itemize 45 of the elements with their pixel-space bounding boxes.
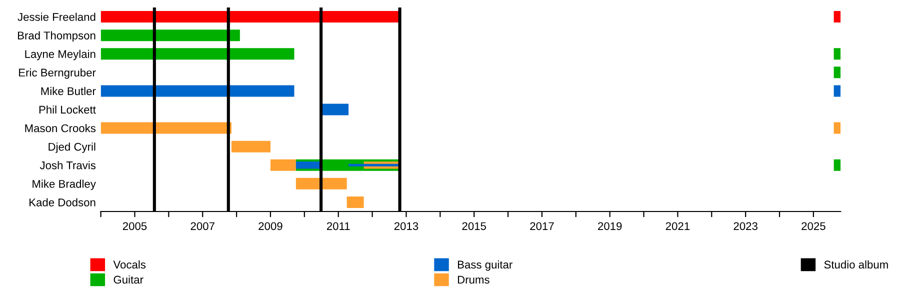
y-tick-label: Djed Cyril: [48, 142, 96, 153]
y-tick-label: Layne Meylain: [25, 50, 96, 60]
x-tick-label: 2023: [734, 222, 758, 230]
x-tick-label: 2013: [394, 222, 418, 230]
bar: [100, 85, 294, 97]
bar: [296, 178, 347, 190]
x-tick-label: 2011: [326, 222, 350, 230]
bar: [231, 140, 270, 152]
y-tick-label: Mike Butler: [41, 86, 96, 96]
bar: [834, 122, 841, 134]
bar: [100, 48, 294, 60]
bar: [834, 11, 841, 23]
legend-label: Drums: [458, 276, 490, 284]
bar: [100, 11, 400, 23]
bar: [100, 122, 232, 134]
y-tick-label: Phil Lockett: [39, 105, 96, 114]
bar: [834, 159, 841, 171]
y-tick-label: Kade Dodson: [30, 198, 96, 206]
bar: [321, 104, 349, 116]
y-tick-label: Josh Travis: [40, 161, 96, 170]
bar: [346, 196, 364, 208]
x-tick-label: 2005: [122, 222, 147, 230]
legend-label: Bass guitar: [458, 260, 512, 271]
y-tick-label: Jessie Freeland: [18, 12, 96, 21]
x-tick-label: 2015: [462, 222, 486, 230]
bar: [296, 162, 322, 169]
y-tick-label: Brad Thompson: [18, 31, 96, 42]
x-tick-label: 2019: [598, 222, 622, 230]
y-tick-label: Eric Berngruber: [19, 68, 96, 79]
y-tick-label: Mason Crooks: [25, 124, 96, 132]
bar: [100, 30, 240, 42]
bar: [834, 85, 841, 97]
legend-label: Studio album: [824, 260, 888, 269]
legend-label: Guitar: [114, 275, 144, 284]
bar: [834, 48, 841, 60]
x-tick-label: 2007: [190, 222, 214, 230]
bar: [348, 164, 400, 166]
y-tick-label: Mike Bradley: [32, 180, 96, 190]
bar: [834, 66, 841, 78]
bar: [270, 159, 296, 171]
legend-label: Vocals: [113, 260, 146, 269]
x-tick-label: 2009: [258, 222, 282, 230]
x-tick-label: 2025: [802, 222, 826, 230]
x-tick-label: 2021: [666, 222, 690, 230]
x-tick-label: 2017: [530, 222, 554, 230]
